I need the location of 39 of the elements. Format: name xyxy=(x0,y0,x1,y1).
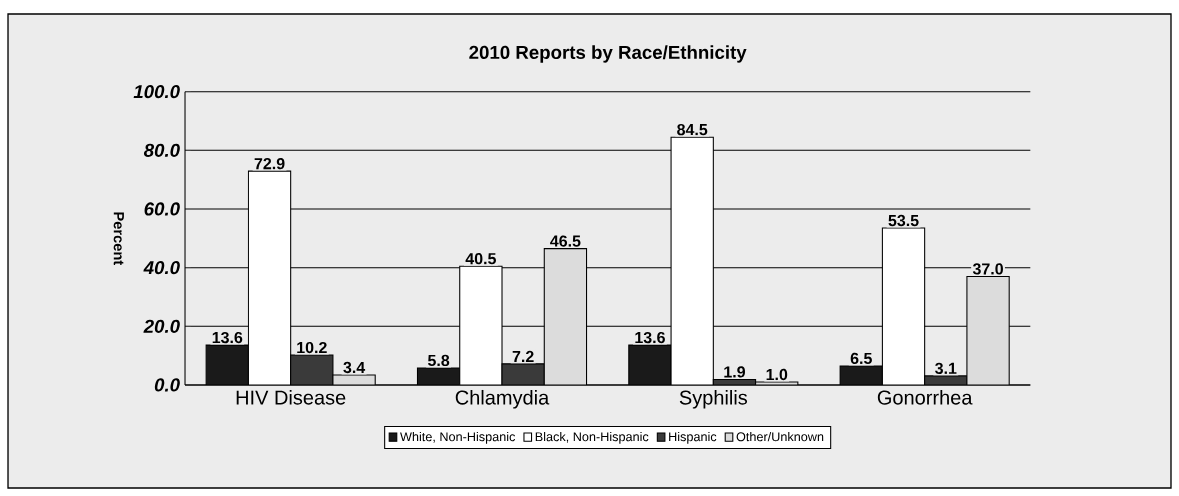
legend-label: Black, Non-Hispanic xyxy=(535,431,649,444)
legend-label: White, Non-Hispanic xyxy=(400,431,516,444)
data-label: 84.5 xyxy=(677,123,708,136)
legend-label: Hispanic xyxy=(669,431,717,444)
y-tick-label: 0.0 xyxy=(154,378,180,392)
data-label: 13.6 xyxy=(635,331,665,344)
data-label: 3.1 xyxy=(935,362,957,375)
bar xyxy=(290,354,334,385)
bar xyxy=(881,227,926,385)
data-label: 3.4 xyxy=(343,361,366,374)
bar xyxy=(670,136,714,385)
chart-title: 2010 Reports by Race/Ethnicity xyxy=(469,45,747,63)
data-label: 6.5 xyxy=(850,352,872,365)
data-label: 72.9 xyxy=(254,157,285,170)
data-label: 5.8 xyxy=(427,354,450,367)
bar xyxy=(628,344,672,385)
data-label: 1.9 xyxy=(724,366,745,378)
data-label: 13.6 xyxy=(212,331,243,344)
data-label: 7.2 xyxy=(512,350,534,362)
y-tick-label: 100.0 xyxy=(133,85,180,99)
y-tick-label: 60.0 xyxy=(144,202,180,216)
y-tick-label: 20.0 xyxy=(143,319,180,333)
data-label: 10.2 xyxy=(297,341,327,354)
legend-label: Other/Unknown xyxy=(736,431,824,442)
bar xyxy=(247,170,292,385)
data-label: 40.5 xyxy=(465,253,496,265)
x-tick-label: Gonorrhea xyxy=(877,389,973,405)
x-tick-label: HIV Disease xyxy=(236,389,346,405)
data-label: 46.5 xyxy=(550,235,581,247)
y-tick-label: 80.0 xyxy=(143,143,180,157)
bar xyxy=(459,265,503,385)
bar xyxy=(205,344,249,385)
data-label: 1.0 xyxy=(766,368,788,381)
x-tick-label: Syphilis xyxy=(679,389,748,409)
data-label: 53.5 xyxy=(888,214,919,227)
y-axis-title: Percent xyxy=(113,212,124,266)
x-tick-label: Chlamydia xyxy=(455,389,550,409)
y-tick-label: 40.0 xyxy=(143,261,180,275)
data-label: 37.0 xyxy=(972,263,1003,275)
